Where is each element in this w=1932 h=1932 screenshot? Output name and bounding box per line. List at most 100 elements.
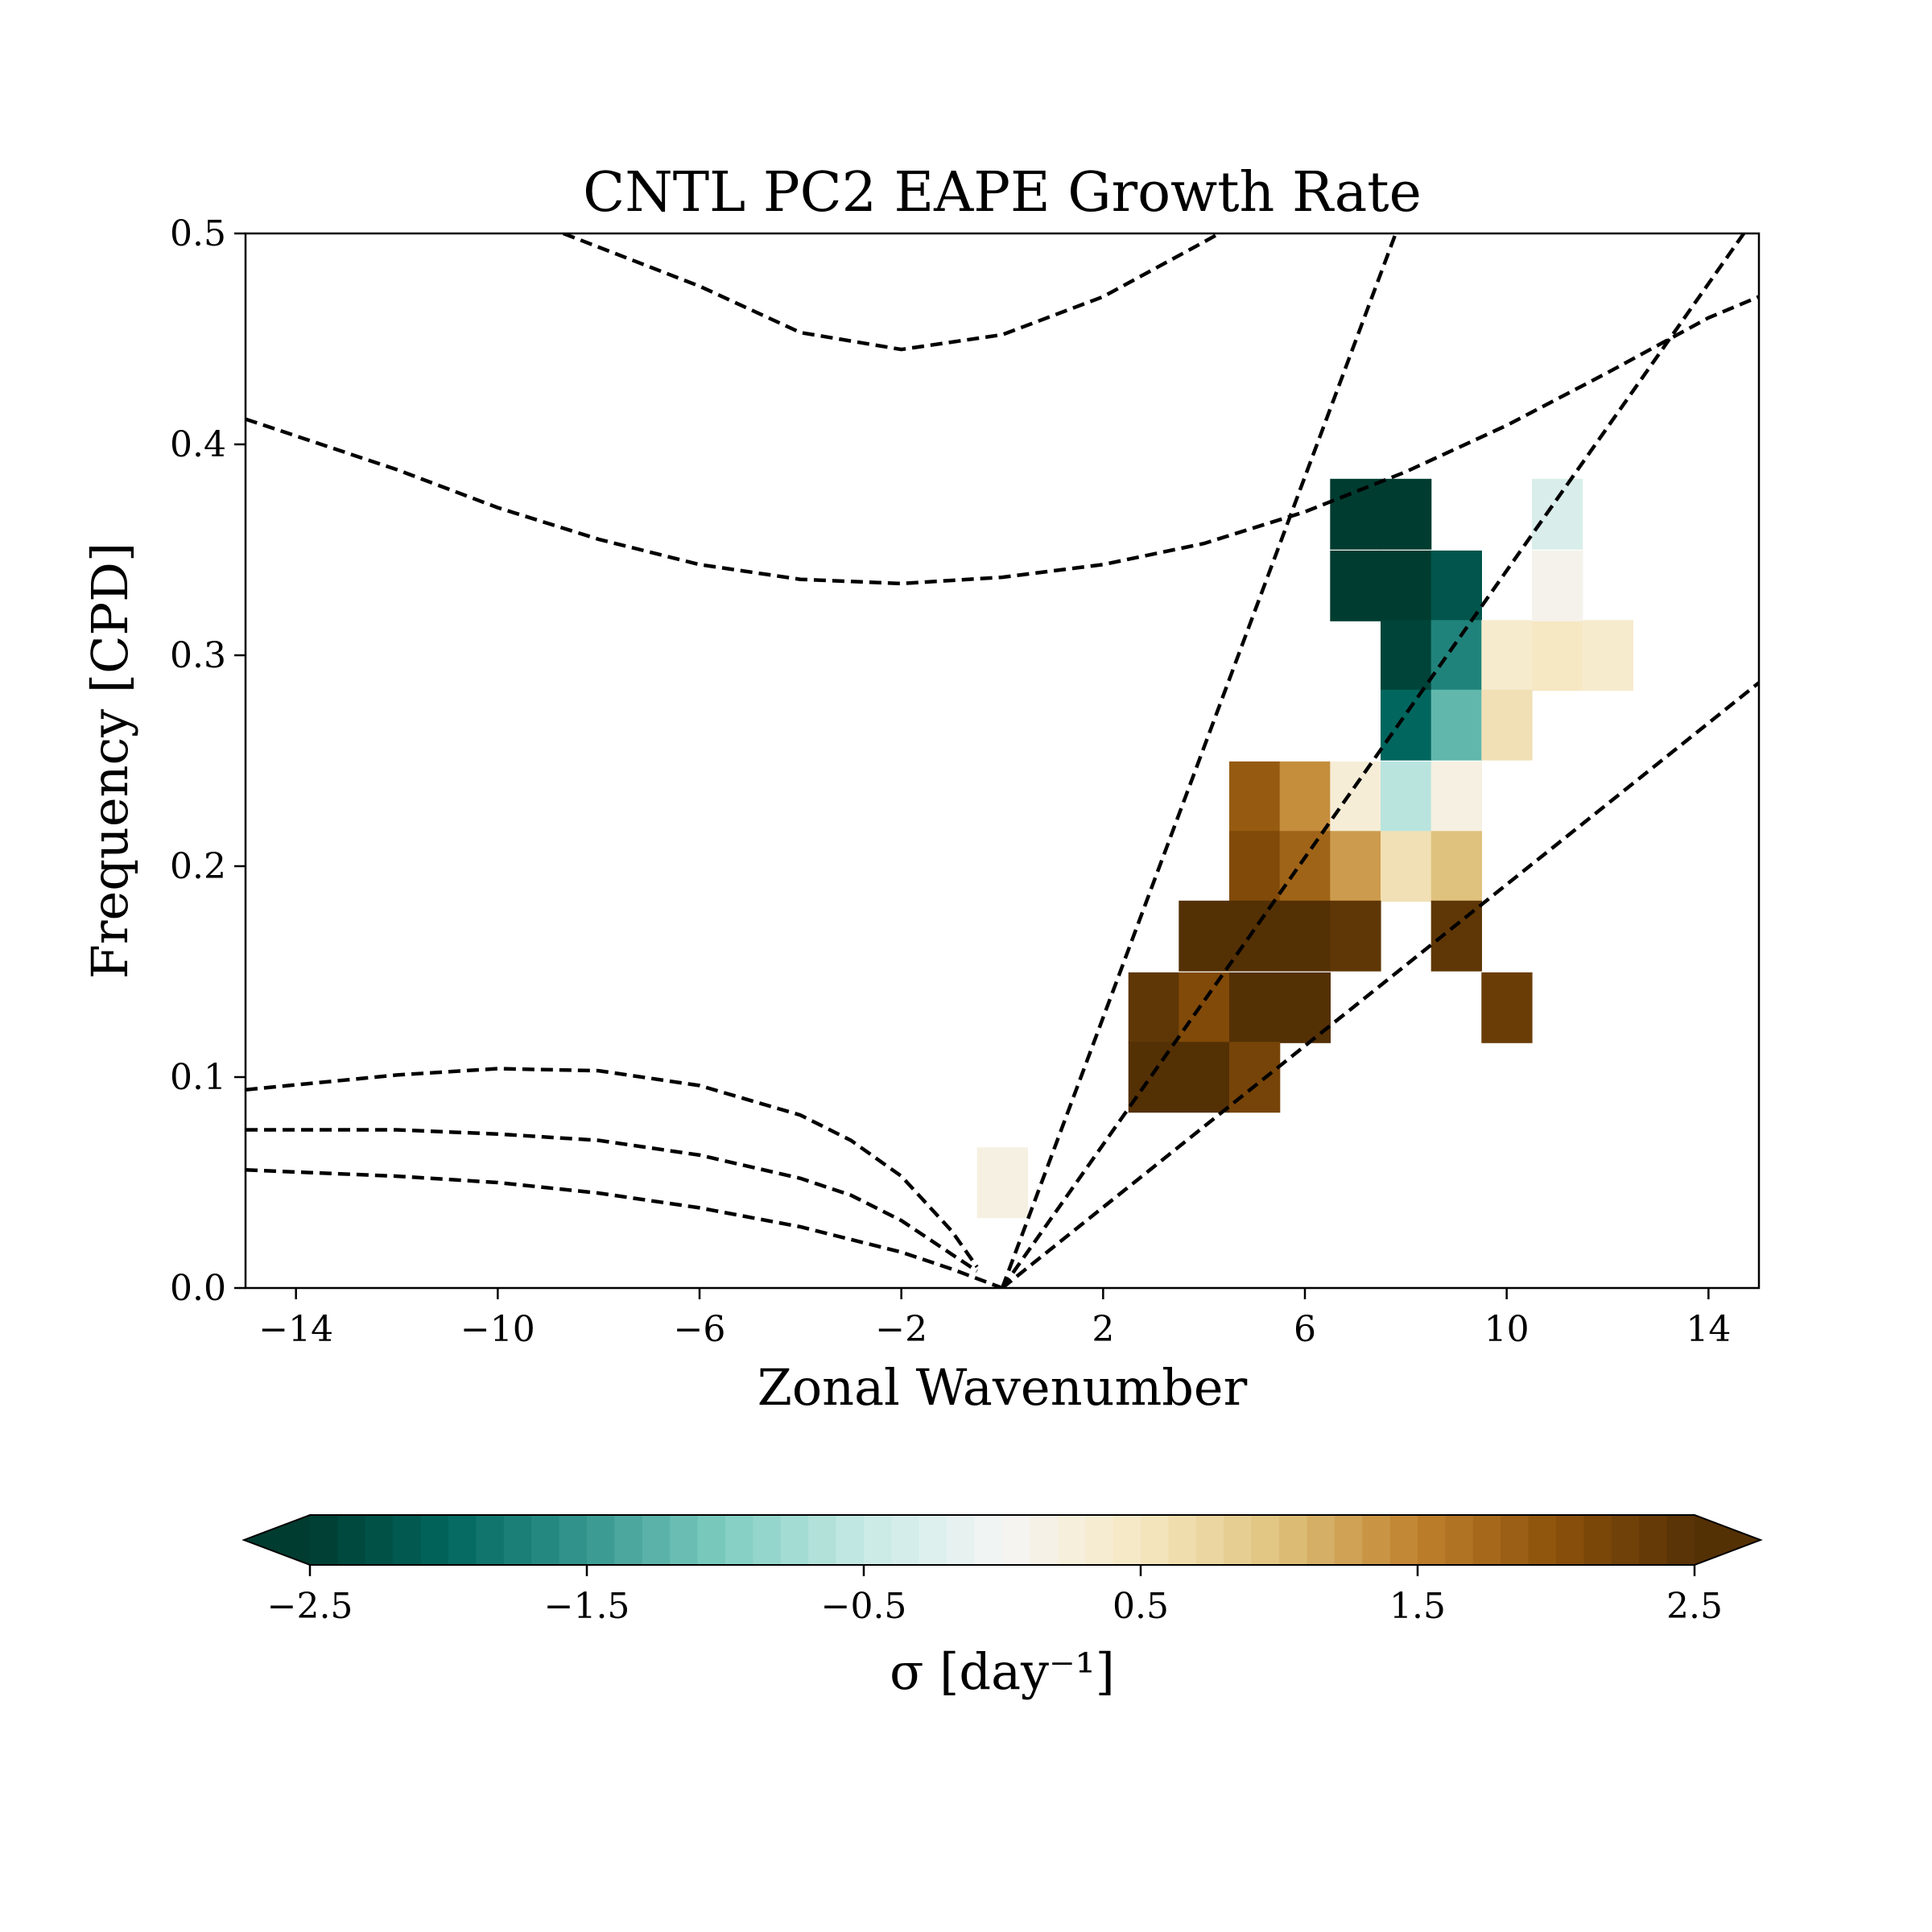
heatmap-cell	[1229, 900, 1281, 972]
colorbar-segment	[919, 1515, 947, 1565]
heatmap-cell	[1481, 972, 1533, 1043]
x-tick-label: 6	[1294, 1309, 1316, 1350]
x-axis-label: Zonal Wavenumber	[758, 1358, 1248, 1417]
colorbar-segment	[1057, 1515, 1086, 1565]
colorbar-tick-label: −0.5	[821, 1586, 907, 1627]
dispersion-curve	[246, 1128, 978, 1273]
colorbar-segment	[697, 1515, 726, 1565]
x-tick-label: −2	[875, 1309, 927, 1350]
x-tick-label: −10	[460, 1309, 535, 1350]
colorbar-segment	[1141, 1515, 1170, 1565]
y-tick-label: 0.1	[170, 1057, 226, 1098]
heatmap-cell	[1430, 550, 1482, 621]
heatmap-cell	[1330, 761, 1381, 832]
heatmap-cell	[1381, 620, 1432, 691]
x-tick-label: 10	[1484, 1309, 1530, 1350]
colorbar-segment	[1113, 1515, 1141, 1565]
heatmap-cell	[1229, 972, 1281, 1043]
colorbar-extend-max	[1695, 1515, 1761, 1565]
heatmap-cell	[1229, 831, 1281, 902]
heatmap-cells	[976, 478, 1633, 1219]
chart-title: CNTL PC2 EAPE Growth Rate	[583, 161, 1422, 225]
y-tick-label: 0.3	[170, 635, 226, 676]
colorbar-segment	[1307, 1515, 1335, 1565]
colorbar	[242, 1514, 1763, 1566]
colorbar-segment	[559, 1515, 588, 1565]
colorbar-segment	[1030, 1515, 1059, 1565]
colorbar-segment	[891, 1515, 920, 1565]
heatmap-cell	[1330, 831, 1381, 902]
colorbar-segment	[1611, 1515, 1640, 1565]
colorbar-tick-label: −2.5	[267, 1586, 353, 1627]
colorbar-segment	[448, 1515, 477, 1565]
colorbar-segment	[725, 1515, 754, 1565]
heatmap-cell	[1179, 972, 1230, 1043]
dispersion-curve	[1001, 681, 1759, 1288]
dispersion-curve	[1000, 233, 1397, 1288]
colorbar-segment	[1168, 1515, 1197, 1565]
colorbar-segment	[1195, 1515, 1224, 1565]
dispersion-curves	[246, 233, 1759, 1288]
colorbar-segment	[1501, 1515, 1530, 1565]
colorbar-segment	[365, 1515, 394, 1565]
heatmap-cell	[1381, 550, 1432, 621]
y-axis-ticks: 0.0 0.1 0.2 0.3 0.4 0.5	[170, 213, 246, 1309]
x-tick-label: −6	[674, 1309, 726, 1350]
colorbar-segment	[808, 1515, 837, 1565]
heatmap-cell	[1330, 478, 1381, 550]
heatmap-cell	[1532, 550, 1583, 621]
x-axis-ticks: −14 −10 −6 −2 2 6 10 14	[258, 1288, 1731, 1350]
heatmap-cell	[1381, 689, 1432, 761]
heatmap-cell	[1128, 1042, 1179, 1113]
colorbar-segment	[780, 1515, 809, 1565]
colorbar-tick-label: 0.5	[1113, 1586, 1169, 1627]
heatmap-cell	[1381, 761, 1432, 832]
colorbar-segment	[642, 1515, 671, 1565]
heatmap-cell	[1430, 689, 1482, 761]
colorbar-ticks: −2.5 −1.5 −0.5 0.5 1.5 2.5	[267, 1565, 1723, 1627]
heatmap-cell	[1179, 1042, 1230, 1113]
colorbar-segment	[420, 1515, 449, 1565]
colorbar-tick-label: 1.5	[1389, 1586, 1446, 1627]
heatmap-cell	[1582, 620, 1633, 691]
y-tick-label: 0.0	[170, 1268, 226, 1309]
heatmap-cell	[1430, 831, 1482, 902]
colorbar-segment	[1334, 1515, 1363, 1565]
dispersion-curve	[246, 295, 1759, 586]
colorbar-tick-label: −1.5	[544, 1586, 630, 1627]
colorbar-segment	[1528, 1515, 1557, 1565]
colorbar-segment	[587, 1515, 616, 1565]
colorbar-segment	[1445, 1515, 1474, 1565]
heatmap-cell	[1481, 620, 1533, 691]
dispersion-curve	[246, 1168, 1003, 1288]
y-tick-label: 0.5	[170, 213, 226, 254]
colorbar-segment	[836, 1515, 865, 1565]
colorbar-segment	[531, 1515, 560, 1565]
colorbar-segment	[337, 1515, 366, 1565]
colorbar-segment	[1583, 1515, 1612, 1565]
heatmap-cell	[1330, 550, 1381, 621]
colorbar-segment	[1666, 1515, 1695, 1565]
colorbar-segment	[864, 1515, 893, 1565]
colorbar-segment	[1639, 1515, 1668, 1565]
heatmap-cell	[1532, 620, 1583, 691]
plot-frame	[244, 232, 1761, 1290]
heatmap-cell	[1179, 900, 1230, 972]
y-tick-label: 0.2	[170, 846, 226, 887]
heatmap-cell	[1279, 831, 1331, 902]
dispersion-curve	[1001, 233, 1746, 1288]
colorbar-segment	[1418, 1515, 1447, 1565]
colorbar-extend-min	[244, 1515, 310, 1565]
heatmap-cell	[1279, 761, 1331, 832]
heatmap-cell	[1381, 478, 1432, 550]
colorbar-segment	[974, 1515, 1003, 1565]
colorbar-segment	[1389, 1515, 1418, 1565]
y-tick-label: 0.4	[170, 424, 226, 465]
colorbar-segment	[1279, 1515, 1308, 1565]
colorbar-segment	[1472, 1515, 1501, 1565]
y-axis-label: Frequency [CPD]	[80, 543, 139, 979]
colorbar-segment	[1002, 1515, 1031, 1565]
colorbar-segment	[476, 1515, 505, 1565]
colorbar-segment	[1224, 1515, 1253, 1565]
